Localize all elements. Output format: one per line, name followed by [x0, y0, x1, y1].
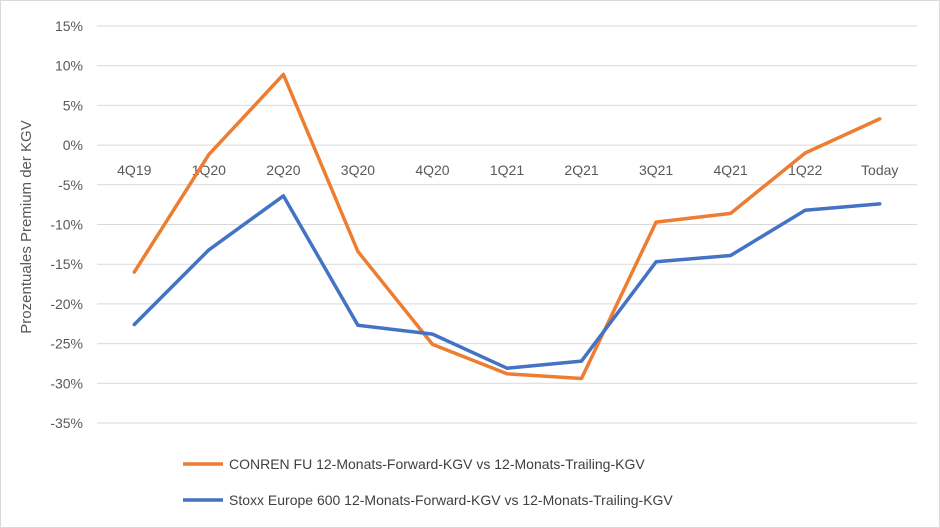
- y-tick-label: -35%: [50, 415, 83, 431]
- legend-label-2: Stoxx Europe 600 12-Monats-Forward-KGV v…: [229, 492, 673, 508]
- data-point: [430, 342, 434, 346]
- y-axis-label: Prozentuales Premium der KGV: [18, 120, 35, 333]
- y-tick-label: -30%: [50, 375, 83, 391]
- y-tick-label: -20%: [50, 296, 83, 312]
- data-point: [654, 260, 658, 264]
- x-tick-label: 4Q19: [117, 162, 151, 178]
- data-point: [132, 323, 136, 327]
- y-tick-label: -25%: [50, 336, 83, 352]
- data-point: [878, 202, 882, 206]
- data-point: [281, 194, 285, 198]
- x-axis-ticks: 4Q19 1Q20 2Q20 3Q20 4Q20 1Q21 2Q21 3Q21 4Q21 1Q22…: [117, 162, 898, 178]
- y-tick-label: -10%: [50, 217, 83, 233]
- data-point: [580, 377, 584, 381]
- y-tick-label: -15%: [50, 256, 83, 272]
- data-point: [356, 249, 360, 253]
- y-tick-label: 10%: [55, 58, 83, 74]
- x-tick-label: Today: [861, 162, 898, 178]
- y-tick-label: -5%: [58, 177, 83, 193]
- y-tick-label: 0%: [63, 137, 83, 153]
- data-point: [729, 211, 733, 215]
- data-point: [505, 366, 509, 370]
- data-point: [729, 253, 733, 257]
- legend: CONREN FU 12-Monats-Forward-KGV vs 12-Mo…: [183, 456, 673, 508]
- x-tick-label: 1Q21: [490, 162, 524, 178]
- data-point: [803, 208, 807, 212]
- x-tick-label: 1Q22: [788, 162, 822, 178]
- y-tick-label: 5%: [63, 97, 83, 113]
- data-point: [281, 72, 285, 76]
- data-point: [207, 153, 211, 157]
- data-point: [654, 220, 658, 224]
- x-tick-label: 2Q20: [266, 162, 300, 178]
- y-axis-ticks: 15% 10% 5% 0% -5% -10% -15% -20% -25% -30% -35%: [50, 18, 83, 431]
- data-point: [132, 270, 136, 274]
- series-line-2: [132, 194, 882, 370]
- x-tick-label: 4Q20: [415, 162, 449, 178]
- x-tick-label: 2Q21: [564, 162, 598, 178]
- x-tick-label: 3Q20: [341, 162, 375, 178]
- series-line-1: [132, 72, 882, 381]
- gridlines: [97, 25, 917, 424]
- data-point: [878, 117, 882, 121]
- x-tick-label: 3Q21: [639, 162, 673, 178]
- data-point: [803, 151, 807, 155]
- data-point: [580, 359, 584, 363]
- series-lines: [132, 72, 882, 381]
- data-point: [505, 372, 509, 376]
- x-tick-label: 4Q21: [714, 162, 748, 178]
- legend-label-1: CONREN FU 12-Monats-Forward-KGV vs 12-Mo…: [229, 456, 645, 472]
- data-point: [356, 323, 360, 327]
- data-point: [207, 248, 211, 252]
- data-point: [430, 332, 434, 336]
- y-tick-label: 15%: [55, 18, 83, 34]
